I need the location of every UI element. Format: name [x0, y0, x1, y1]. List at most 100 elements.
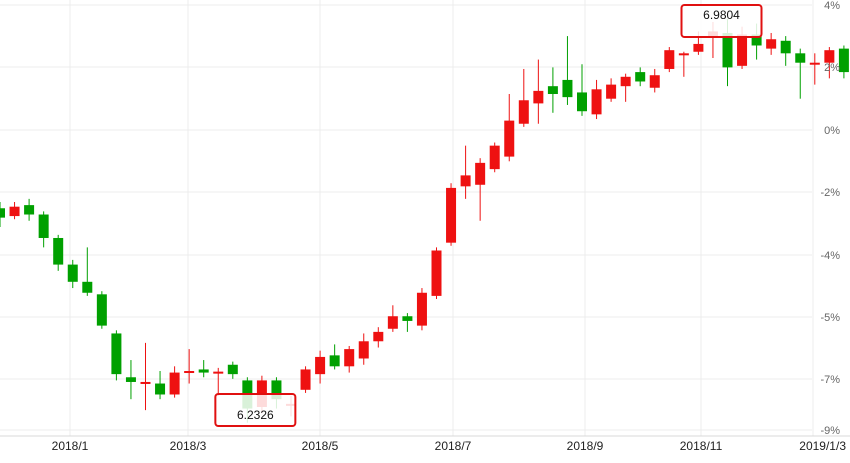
candle-body [329, 355, 340, 367]
candle [140, 342, 151, 411]
candle-body [678, 53, 689, 56]
candle-body [315, 356, 326, 375]
y-tick-label: -9% [820, 425, 840, 437]
x-tick-label: 2018/5 [302, 439, 339, 453]
x-tick-label: 2019/1/3 [799, 439, 846, 453]
candle-body [53, 237, 64, 265]
annotation-label: 6.2326 [237, 408, 274, 422]
candle [329, 344, 340, 370]
candle-body [38, 214, 49, 238]
candle [358, 333, 369, 365]
candle [402, 313, 413, 332]
y-tick-label: -7% [820, 374, 840, 386]
candle [489, 142, 500, 173]
candle-body [0, 208, 5, 218]
candle [184, 349, 195, 384]
candle-body [809, 62, 820, 65]
candle-body [766, 39, 777, 49]
candle-body [9, 206, 20, 217]
candle [577, 64, 587, 116]
candle [315, 350, 326, 384]
low-annotation: 6.2326 [214, 393, 297, 427]
candle [838, 45, 849, 79]
candle-body [169, 372, 180, 395]
candle [169, 366, 180, 398]
candle-body [431, 250, 442, 296]
candle [0, 201, 5, 228]
y-tick-label: 2% [824, 62, 840, 74]
candle [198, 360, 209, 378]
candle [373, 327, 384, 348]
candle [649, 68, 660, 93]
candle-body [358, 341, 369, 359]
candle-body [562, 79, 573, 98]
candle [446, 183, 457, 246]
candle [562, 36, 573, 105]
candle [780, 36, 791, 66]
candle [24, 198, 35, 221]
candle-body [504, 120, 515, 157]
grid [0, 0, 814, 436]
candle-body [271, 380, 282, 400]
y-tick-label: 0% [824, 125, 840, 137]
x-tick-label: 2018/11 [680, 439, 723, 453]
candle-body [838, 48, 849, 73]
candle-body [373, 331, 384, 342]
candle-body [82, 281, 93, 293]
candle [460, 145, 471, 199]
candle [809, 53, 820, 85]
candle-body [722, 32, 733, 68]
candle [155, 371, 166, 400]
candle-body [649, 75, 660, 88]
candle-body [416, 292, 427, 326]
axes: 4% 2% 0% -2% -4% -5% -7% -9% 2018/1 2018/3 2018/5 2… [0, 0, 850, 453]
y-tick-label: -2% [820, 187, 840, 199]
candle [67, 259, 78, 289]
candle [344, 345, 355, 373]
candle [227, 361, 238, 379]
candle-body [577, 92, 587, 112]
candle-body [155, 383, 166, 395]
candle [591, 79, 602, 120]
candle-body [460, 175, 471, 187]
candle-body [547, 86, 558, 95]
annotation-label: 6.9804 [703, 8, 740, 22]
candle [766, 32, 777, 55]
candle-body [140, 381, 151, 384]
candle [635, 67, 646, 87]
candle [300, 366, 311, 393]
candle [664, 47, 675, 73]
candle-body [795, 53, 806, 63]
candle [533, 59, 544, 124]
x-tick-label: 2018/9 [567, 439, 604, 453]
candle-body [96, 294, 107, 326]
candle [475, 158, 486, 221]
candle-body [446, 187, 457, 243]
candle [824, 47, 835, 79]
candle-body [533, 90, 544, 104]
candle-body [591, 89, 602, 115]
x-tick-label: 2018/1 [52, 439, 89, 453]
x-tick-label: 2018/3 [170, 439, 207, 453]
candle [795, 48, 806, 99]
candle [518, 68, 529, 127]
candle [431, 247, 442, 300]
candle-body [111, 333, 122, 375]
candle-body [24, 205, 35, 215]
annotation-box [214, 393, 297, 427]
candle [125, 360, 136, 400]
x-tick-label: 2018/7 [435, 439, 472, 453]
annotations: 6.9804 6.2326 [214, 4, 763, 427]
candle [416, 288, 427, 331]
candle-body [300, 369, 311, 390]
candle-body [344, 349, 355, 367]
candle-body [387, 316, 398, 329]
candle-body [489, 145, 500, 170]
candle [53, 234, 64, 271]
candle-body [213, 371, 224, 374]
y-tick-label: 4% [824, 0, 840, 12]
y-tick-label: -5% [820, 312, 840, 324]
candle-body [184, 371, 195, 374]
